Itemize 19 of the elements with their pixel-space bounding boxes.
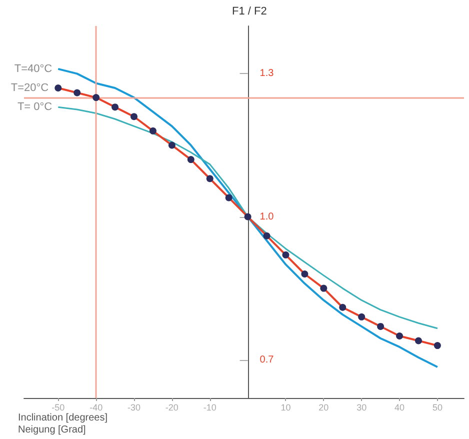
x-tick-label: 30: [356, 402, 367, 412]
x-tick-label: -50: [52, 402, 65, 412]
x-tick-label: 20: [318, 402, 329, 412]
series-label: T=40°C: [14, 62, 52, 75]
line-series: [57, 106, 438, 330]
x-tick-label: -10: [203, 402, 216, 412]
x-tick-label: -30: [127, 402, 141, 412]
y-tick-label: 1.3: [260, 68, 274, 80]
series-label: T=20°C: [10, 82, 49, 94]
x-tick-label: 10: [280, 402, 291, 412]
y-axis-title: F1 / F2: [232, 6, 267, 18]
x-tick-label: -40: [90, 402, 103, 412]
y-tick-label: 0.7: [260, 354, 274, 366]
x-tick-label: -20: [165, 402, 178, 412]
x-tick-label: 40: [394, 402, 405, 412]
y-tick-label: 1.0: [260, 211, 274, 222]
x-tick-label: 50: [432, 402, 442, 412]
x-axis-title: Inclination [degrees] Neigung [Grad]: [18, 412, 108, 436]
series-label: T= 0°C: [17, 101, 52, 114]
